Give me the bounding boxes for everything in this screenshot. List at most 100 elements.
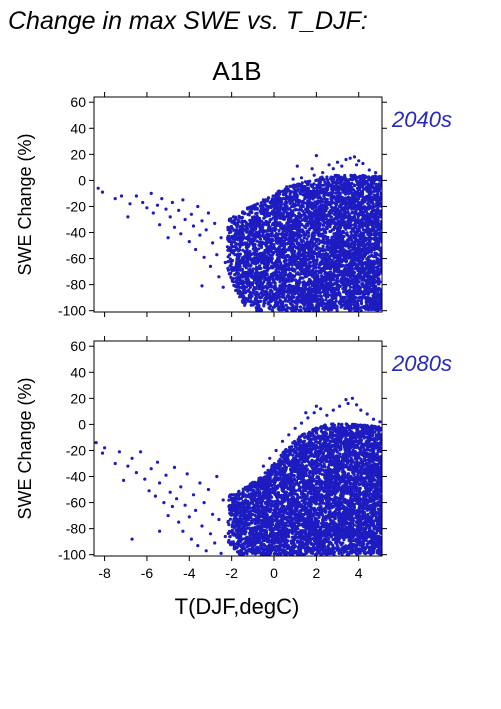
scatter-point bbox=[290, 297, 294, 301]
scatter-point bbox=[247, 213, 251, 217]
scatter-point bbox=[275, 213, 279, 217]
scatter-point bbox=[346, 211, 350, 215]
scatter-point bbox=[351, 218, 355, 222]
scatter-point bbox=[249, 264, 253, 268]
scatter-point bbox=[268, 204, 272, 208]
scatter-point bbox=[322, 223, 326, 227]
scatter-point bbox=[377, 200, 381, 204]
scatter-point bbox=[275, 236, 279, 241]
scatter-point bbox=[360, 247, 364, 251]
scatter-point bbox=[248, 300, 253, 304]
scatter-point bbox=[299, 200, 303, 204]
scatter-point bbox=[233, 215, 237, 219]
scatter-point bbox=[259, 211, 263, 215]
scatter-point bbox=[294, 290, 298, 294]
scatter-point bbox=[368, 189, 373, 193]
scatter-point bbox=[290, 303, 294, 307]
scatter-point bbox=[299, 258, 303, 263]
scatter-point bbox=[327, 210, 331, 214]
scatter-point bbox=[351, 195, 355, 199]
scatter-point bbox=[350, 233, 354, 237]
scatter-point bbox=[241, 288, 246, 292]
scatter-point bbox=[230, 220, 234, 224]
scatter-point bbox=[322, 238, 326, 242]
scatter-point bbox=[337, 209, 341, 213]
scatter-point bbox=[270, 285, 274, 289]
scatter-point bbox=[314, 227, 318, 231]
scatter-point bbox=[370, 253, 374, 257]
scatter-point bbox=[326, 276, 330, 281]
scatter-point bbox=[248, 285, 252, 289]
scatter-point bbox=[367, 177, 371, 182]
scatter-point bbox=[238, 294, 242, 298]
scatter-point bbox=[253, 224, 257, 229]
scatter-point bbox=[305, 231, 309, 235]
scatter-point bbox=[358, 220, 362, 224]
scatter-point bbox=[355, 230, 359, 235]
scatter-point bbox=[320, 267, 324, 271]
scatter-point bbox=[252, 236, 256, 240]
scatter-point bbox=[326, 214, 330, 218]
scatter-point bbox=[378, 259, 382, 263]
scatter-point bbox=[233, 273, 237, 277]
scatter-point bbox=[250, 252, 254, 256]
scatter-point bbox=[302, 249, 306, 253]
scatter-point bbox=[359, 295, 363, 300]
scatter-point bbox=[268, 225, 272, 229]
scatter-point bbox=[365, 271, 369, 275]
scatter-point bbox=[285, 242, 289, 246]
scatter-point bbox=[232, 249, 236, 253]
scatter-point bbox=[352, 233, 357, 238]
scatter-point bbox=[368, 296, 372, 301]
scatter-point bbox=[277, 288, 281, 292]
scatter-point bbox=[265, 257, 269, 262]
scatter-point bbox=[321, 215, 325, 219]
scatter-point bbox=[361, 228, 365, 232]
scatter-point bbox=[335, 191, 339, 195]
scatter-point bbox=[270, 289, 274, 294]
scatter-point bbox=[275, 300, 279, 304]
scatter-point bbox=[244, 260, 248, 264]
scatter-point bbox=[334, 248, 338, 252]
scatter-point bbox=[296, 260, 300, 264]
scatter-point bbox=[259, 295, 263, 299]
scatter-point bbox=[235, 259, 239, 263]
scatter-point bbox=[264, 210, 268, 214]
scatter-point bbox=[259, 307, 263, 311]
scatter-point bbox=[301, 243, 305, 247]
scatter-point bbox=[275, 206, 279, 210]
scatter-point bbox=[364, 283, 368, 287]
scatter-point bbox=[278, 206, 282, 210]
scatter-point bbox=[377, 176, 382, 180]
scatter-point bbox=[273, 281, 277, 285]
scatter-point bbox=[349, 188, 353, 192]
scatter-point bbox=[239, 268, 243, 272]
scatter-point bbox=[328, 201, 332, 205]
scatter-point bbox=[352, 283, 356, 287]
scatter-point bbox=[371, 196, 375, 200]
scatter-point bbox=[310, 274, 314, 278]
scatter-point bbox=[375, 260, 379, 264]
scatter-point bbox=[362, 242, 366, 246]
scatter-point bbox=[372, 233, 376, 237]
scatter-point bbox=[364, 238, 368, 242]
scatter-point bbox=[364, 209, 368, 214]
scatter-point bbox=[227, 239, 231, 243]
scatter-point bbox=[307, 283, 311, 287]
scatter-point bbox=[307, 228, 311, 232]
scatter-point bbox=[303, 192, 307, 196]
scatter-point bbox=[288, 220, 292, 224]
scatter-point bbox=[238, 228, 242, 232]
scatter-point bbox=[311, 197, 315, 201]
scatter-point bbox=[368, 222, 372, 226]
scatter-point bbox=[243, 242, 247, 246]
scatter-point bbox=[378, 293, 382, 297]
scatter-point bbox=[343, 249, 347, 253]
scatter-point bbox=[340, 212, 344, 216]
scatter-point bbox=[371, 299, 375, 303]
scatter-point bbox=[323, 248, 328, 252]
scatter-point bbox=[375, 189, 379, 193]
scatter-point bbox=[291, 230, 295, 234]
scatter-points bbox=[96, 154, 382, 312]
scatter-point bbox=[245, 271, 249, 275]
